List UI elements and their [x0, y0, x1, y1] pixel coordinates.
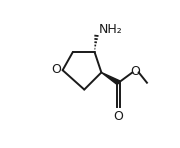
Polygon shape: [101, 73, 120, 85]
Text: O: O: [114, 110, 123, 123]
Text: O: O: [131, 65, 141, 78]
Text: O: O: [51, 63, 61, 76]
Text: NH₂: NH₂: [99, 23, 123, 36]
